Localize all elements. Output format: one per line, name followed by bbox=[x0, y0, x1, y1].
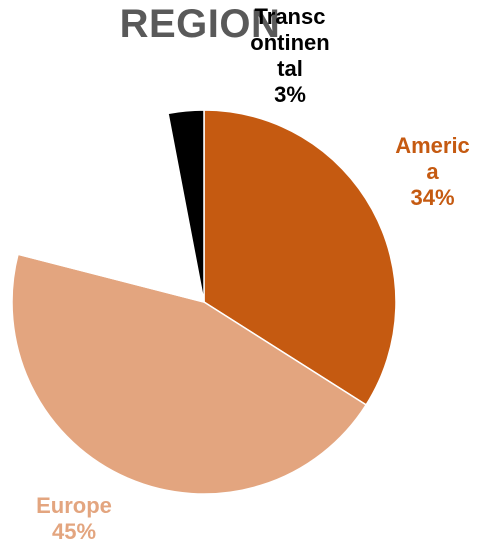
label-line: 3% bbox=[274, 82, 306, 107]
label-line: Transc bbox=[254, 4, 326, 29]
chart-title: REGION bbox=[119, 2, 281, 46]
pie-slice-america bbox=[203, 109, 397, 406]
slice-label-america: Americ a 34% bbox=[385, 133, 480, 211]
pie-slice-europe bbox=[11, 253, 368, 495]
pie-slice-transcontinental bbox=[167, 109, 205, 303]
label-line: Europe bbox=[36, 493, 112, 518]
label-line: 34% bbox=[410, 185, 455, 210]
label-line: Americ bbox=[395, 133, 470, 158]
pie-slice-unlabeled-2 bbox=[17, 112, 205, 304]
label-line: 45% bbox=[51, 519, 97, 544]
label-line: a bbox=[426, 159, 439, 184]
label-line: tal bbox=[277, 56, 303, 81]
slice-label-transcontinental: Transc ontinen tal 3% bbox=[240, 4, 340, 108]
slice-label-europe: Europe 45% bbox=[14, 493, 134, 545]
label-line: ontinen bbox=[250, 30, 330, 55]
